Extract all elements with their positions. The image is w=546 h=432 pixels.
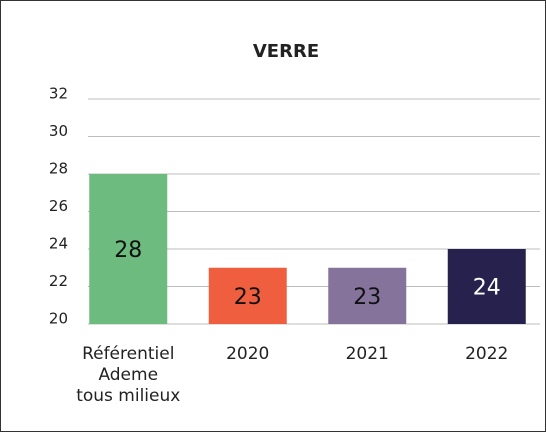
value-label: 24 [473, 276, 501, 301]
value-label: 28 [114, 238, 142, 263]
x-tick-label: Référentiel Ademe tous milieux [76, 344, 181, 406]
y-tick-label: 30 [49, 122, 68, 140]
y-tick-label: 32 [49, 85, 68, 103]
value-label: 23 [353, 285, 381, 310]
y-tick-label: 26 [49, 197, 68, 215]
chart-title: VERRE [253, 41, 319, 62]
value-label: 23 [234, 285, 262, 310]
bar [447, 249, 526, 324]
bar [89, 174, 168, 324]
chart: VERRE 20 22 24 26 28 30 32 28 23 23 24 [49, 41, 540, 328]
bar [328, 267, 407, 324]
bar [208, 267, 287, 324]
x-tick-label: 2021 [345, 344, 389, 364]
y-tick-label: 28 [49, 160, 68, 178]
x-tick-label: 2020 [226, 344, 270, 364]
y-tick-label: 24 [49, 235, 68, 253]
y-tick-label: 22 [49, 272, 68, 290]
y-tick-label: 20 [49, 310, 68, 328]
x-tick-label: 2022 [465, 344, 509, 364]
